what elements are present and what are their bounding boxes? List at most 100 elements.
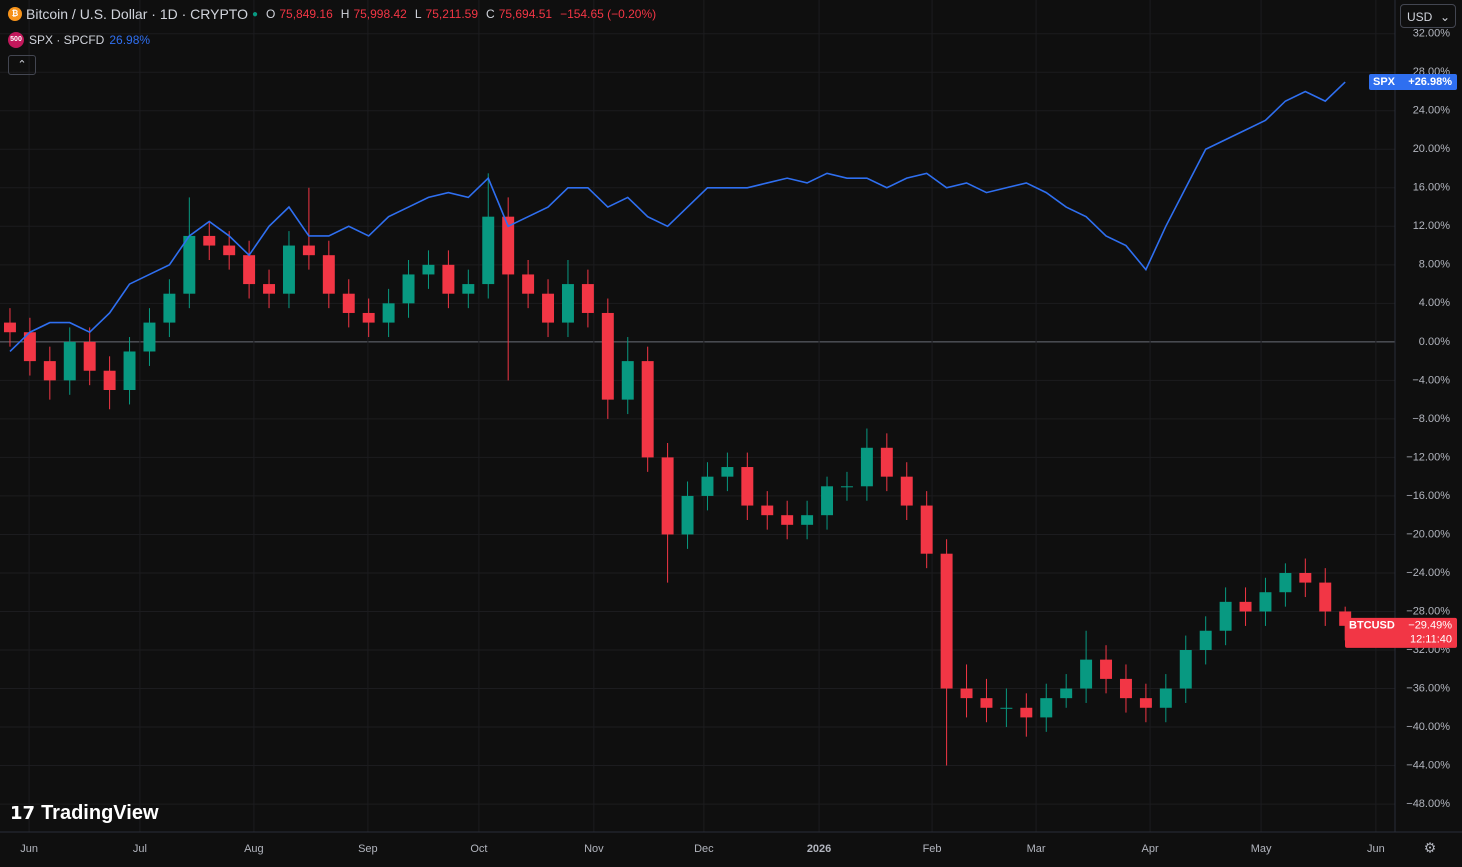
y-tick-label: −8.00% bbox=[1412, 413, 1450, 425]
candle-body bbox=[960, 688, 973, 699]
y-tick-label: −40.00% bbox=[1406, 721, 1450, 733]
y-tick-label: 20.00% bbox=[1413, 143, 1451, 155]
currency-label: USD bbox=[1407, 10, 1433, 24]
candle-body bbox=[681, 495, 694, 535]
low-key: L bbox=[414, 7, 422, 21]
candle-body bbox=[282, 245, 295, 294]
candle-body bbox=[1159, 688, 1172, 708]
candle-body bbox=[243, 255, 256, 285]
candle-body bbox=[63, 341, 76, 381]
candle-body bbox=[362, 312, 375, 323]
candle-body bbox=[940, 553, 953, 689]
candle-body bbox=[482, 216, 495, 285]
candle-body bbox=[1279, 572, 1292, 593]
compare-name[interactable]: SPX · SPCFD bbox=[29, 33, 105, 47]
y-tick-label: −20.00% bbox=[1406, 528, 1450, 540]
collapse-button[interactable]: ⌃ bbox=[8, 55, 36, 75]
candle-body bbox=[1339, 611, 1352, 626]
status-dot: ● bbox=[251, 8, 259, 20]
candle-body bbox=[1179, 650, 1192, 689]
candle-body bbox=[462, 284, 475, 294]
x-tick-label: 2026 bbox=[807, 843, 831, 855]
candle-body bbox=[522, 274, 535, 294]
badge-countdown: 12:11:40 bbox=[1410, 634, 1452, 646]
candle-body bbox=[1020, 707, 1033, 718]
low-value: 75,211.59 bbox=[425, 7, 479, 21]
candle-body bbox=[721, 467, 734, 477]
candle-body bbox=[143, 322, 156, 352]
candle-body bbox=[3, 322, 16, 333]
candle-body bbox=[1299, 572, 1312, 583]
y-tick-label: −44.00% bbox=[1406, 759, 1450, 771]
candle-body bbox=[761, 505, 774, 516]
candle-body bbox=[442, 264, 455, 294]
candle-body bbox=[801, 515, 814, 525]
candle-body bbox=[741, 467, 754, 506]
y-tick-label: 16.00% bbox=[1413, 182, 1451, 194]
candle-body bbox=[23, 332, 36, 362]
candle-body bbox=[880, 447, 893, 477]
candle-body bbox=[1319, 582, 1332, 612]
brand-name: TradingView bbox=[41, 802, 159, 824]
x-tick-label: May bbox=[1251, 843, 1272, 855]
candle-body bbox=[561, 284, 574, 323]
candle-body bbox=[502, 216, 515, 275]
candle-body bbox=[103, 370, 116, 390]
x-tick-label: Jun bbox=[20, 843, 38, 855]
badge-bg bbox=[1369, 74, 1457, 91]
candle-body bbox=[382, 303, 395, 323]
candle-body bbox=[402, 274, 415, 304]
candle-body bbox=[1139, 698, 1152, 708]
candle-body bbox=[980, 698, 993, 708]
candle-body bbox=[840, 486, 853, 488]
candle-body bbox=[83, 341, 96, 371]
compare-icon: 500 bbox=[8, 32, 24, 48]
candle-body bbox=[163, 293, 176, 323]
badge-bg bbox=[1345, 617, 1457, 648]
brand-mark: 𝟭𝟳 bbox=[10, 803, 36, 823]
brand-logo: 𝟭𝟳 TradingView bbox=[10, 802, 159, 825]
x-tick-label: Mar bbox=[1027, 843, 1046, 855]
candle-body bbox=[1199, 630, 1212, 650]
candle-body bbox=[1060, 688, 1073, 699]
candle-body bbox=[43, 361, 56, 381]
candle-body bbox=[661, 457, 674, 535]
candle-body bbox=[322, 255, 335, 294]
y-tick-label: 32.00% bbox=[1413, 28, 1451, 40]
x-tick-label: Oct bbox=[470, 843, 487, 855]
symbol-title[interactable]: Bitcoin / U.S. Dollar · 1D · CRYPTO bbox=[26, 6, 248, 22]
candle-body bbox=[1259, 592, 1272, 612]
y-tick-label: −4.00% bbox=[1412, 374, 1450, 386]
badge-value: −29.49% bbox=[1408, 620, 1452, 632]
candle-body bbox=[1119, 678, 1132, 699]
x-tick-label: Nov bbox=[584, 843, 604, 855]
high-value: 75,998.42 bbox=[353, 7, 407, 21]
candle-body bbox=[542, 293, 555, 323]
candle-body bbox=[860, 447, 873, 487]
candle-body bbox=[123, 351, 136, 390]
y-tick-label: 4.00% bbox=[1419, 297, 1450, 309]
symbol-header: ₿ Bitcoin / U.S. Dollar · 1D · CRYPTO ● … bbox=[8, 6, 656, 22]
candle-body bbox=[1219, 601, 1232, 631]
candle-body bbox=[203, 235, 216, 246]
compare-value: 26.98% bbox=[109, 33, 151, 47]
candle-body bbox=[601, 312, 614, 400]
close-value: 75,694.51 bbox=[498, 7, 553, 21]
open-key: O bbox=[266, 7, 276, 21]
y-tick-label: 0.00% bbox=[1419, 336, 1450, 348]
candle-body bbox=[1080, 659, 1093, 689]
x-tick-label: Sep bbox=[358, 843, 378, 855]
x-tick-label: Jul bbox=[133, 843, 147, 855]
compare-legend: 500 SPX · SPCFD 26.98% bbox=[8, 32, 150, 48]
compare-line bbox=[9, 81, 1346, 353]
change-value: −154.65 (−0.20%) bbox=[560, 7, 657, 21]
y-tick-label: −48.00% bbox=[1406, 798, 1450, 810]
currency-select[interactable]: USD ⌄ bbox=[1400, 4, 1456, 28]
candle-body bbox=[263, 284, 276, 294]
candle-body bbox=[821, 486, 834, 516]
high-key: H bbox=[340, 7, 350, 21]
badge-name: SPX bbox=[1373, 76, 1396, 88]
candle-body bbox=[302, 245, 315, 256]
